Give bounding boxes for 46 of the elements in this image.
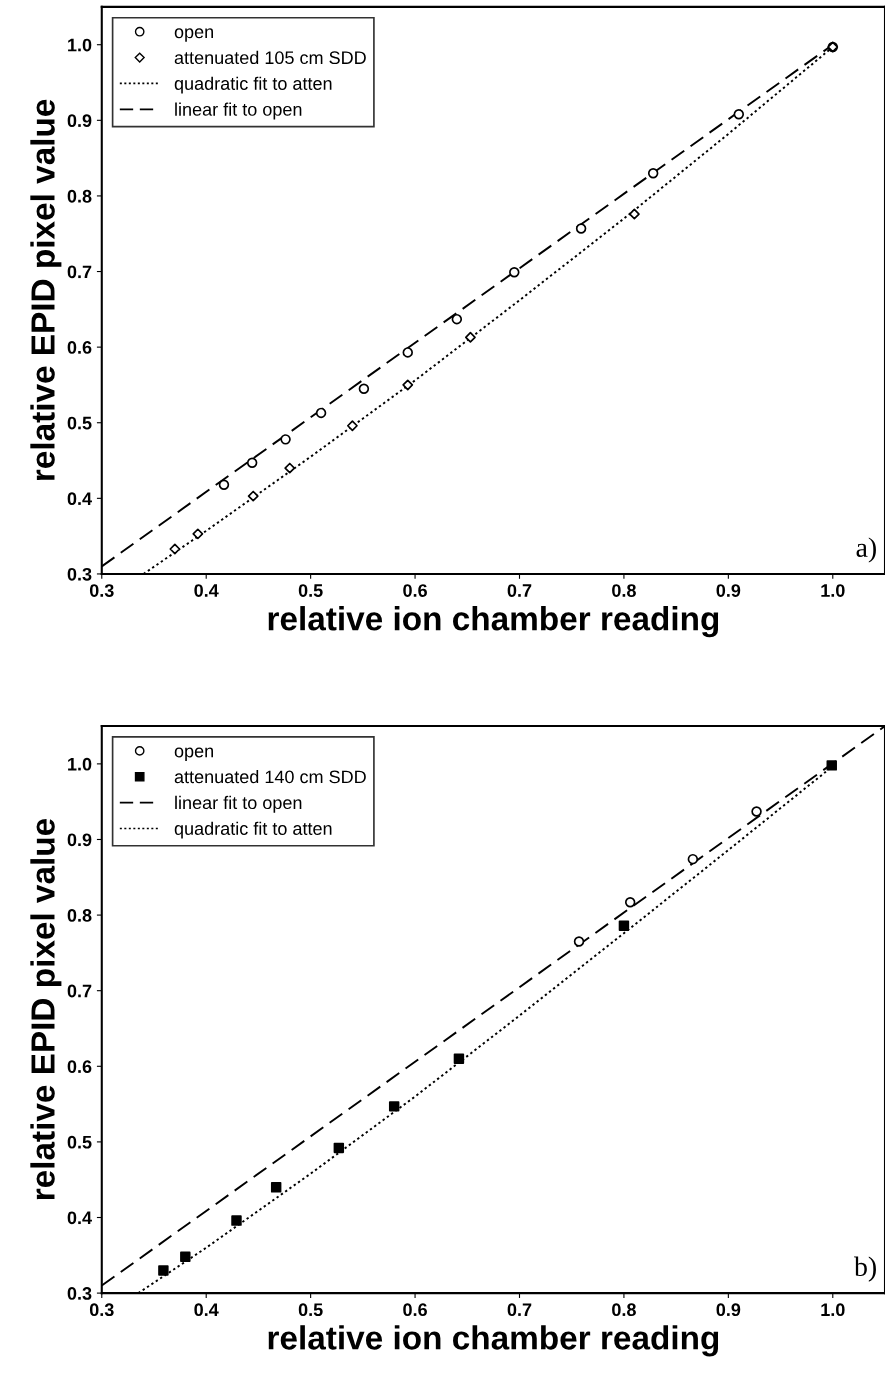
- x-tick-label: 0.6: [403, 584, 427, 597]
- y-tick-label: 0.5: [67, 416, 92, 430]
- legend-label: attenuated 140 cm SDD: [174, 769, 366, 784]
- x-tick-label: 0.7: [507, 584, 532, 597]
- y-tick-label: 1.0: [68, 38, 92, 52]
- legend-label: attenuated 105 cm SDD: [174, 50, 366, 65]
- x-tick-label: 0.8: [612, 1303, 636, 1317]
- y-tick-label: 0.9: [67, 114, 92, 128]
- legend-label: linear fit to open: [175, 795, 302, 813]
- y-tick-label: 0.7: [67, 984, 92, 998]
- y-tick-label: 0.4: [67, 1211, 92, 1225]
- x-tick-label: 1.0: [821, 584, 845, 597]
- x-axis-title: relative ion chamber reading: [268, 1325, 719, 1357]
- y-axis-title: relative EPID pixel value: [30, 99, 62, 480]
- x-tick-label: 0.3: [89, 584, 114, 597]
- x-tick-label: 0.9: [716, 1303, 741, 1317]
- y-tick-label: 0.8: [67, 189, 92, 203]
- x-tick-label: 0.6: [403, 1303, 427, 1317]
- y-tick-label: 0.4: [67, 492, 92, 506]
- x-tick-label: 0.3: [89, 1303, 114, 1317]
- y-tick-label: 0.8: [67, 909, 92, 922]
- x-tick-label: 0.4: [194, 1303, 219, 1317]
- legend-label: quadratic fit to atten: [174, 821, 332, 839]
- annotation: a): [856, 537, 876, 563]
- legend-label: quadratic fit to atten: [174, 76, 332, 94]
- x-tick-label: 1.0: [821, 1303, 845, 1317]
- y-tick-label: 0.9: [67, 833, 92, 847]
- x-axis-title: relative ion chamber reading: [268, 606, 719, 638]
- x-tick-label: 0.9: [716, 584, 741, 597]
- legend-label: open: [174, 747, 213, 761]
- x-tick-label: 0.7: [507, 1303, 532, 1317]
- y-tick-label: 0.3: [67, 567, 92, 581]
- y-tick-label: 0.3: [67, 1287, 92, 1300]
- y-tick-label: 0.6: [67, 1060, 92, 1074]
- x-tick-label: 0.8: [612, 584, 636, 597]
- annotation: b): [854, 1256, 876, 1282]
- x-tick-label: 0.4: [194, 584, 219, 597]
- legend-label: open: [174, 28, 213, 42]
- x-tick-label: 0.5: [298, 584, 323, 597]
- x-tick-label: 0.5: [298, 1303, 323, 1317]
- y-axis-title: relative EPID pixel value: [30, 818, 62, 1200]
- legend-label: linear fit to open: [175, 102, 302, 120]
- y-tick-label: 1.0: [68, 757, 92, 771]
- y-tick-label: 0.6: [67, 341, 92, 354]
- y-tick-label: 0.7: [67, 265, 92, 279]
- y-tick-label: 0.5: [67, 1135, 92, 1149]
